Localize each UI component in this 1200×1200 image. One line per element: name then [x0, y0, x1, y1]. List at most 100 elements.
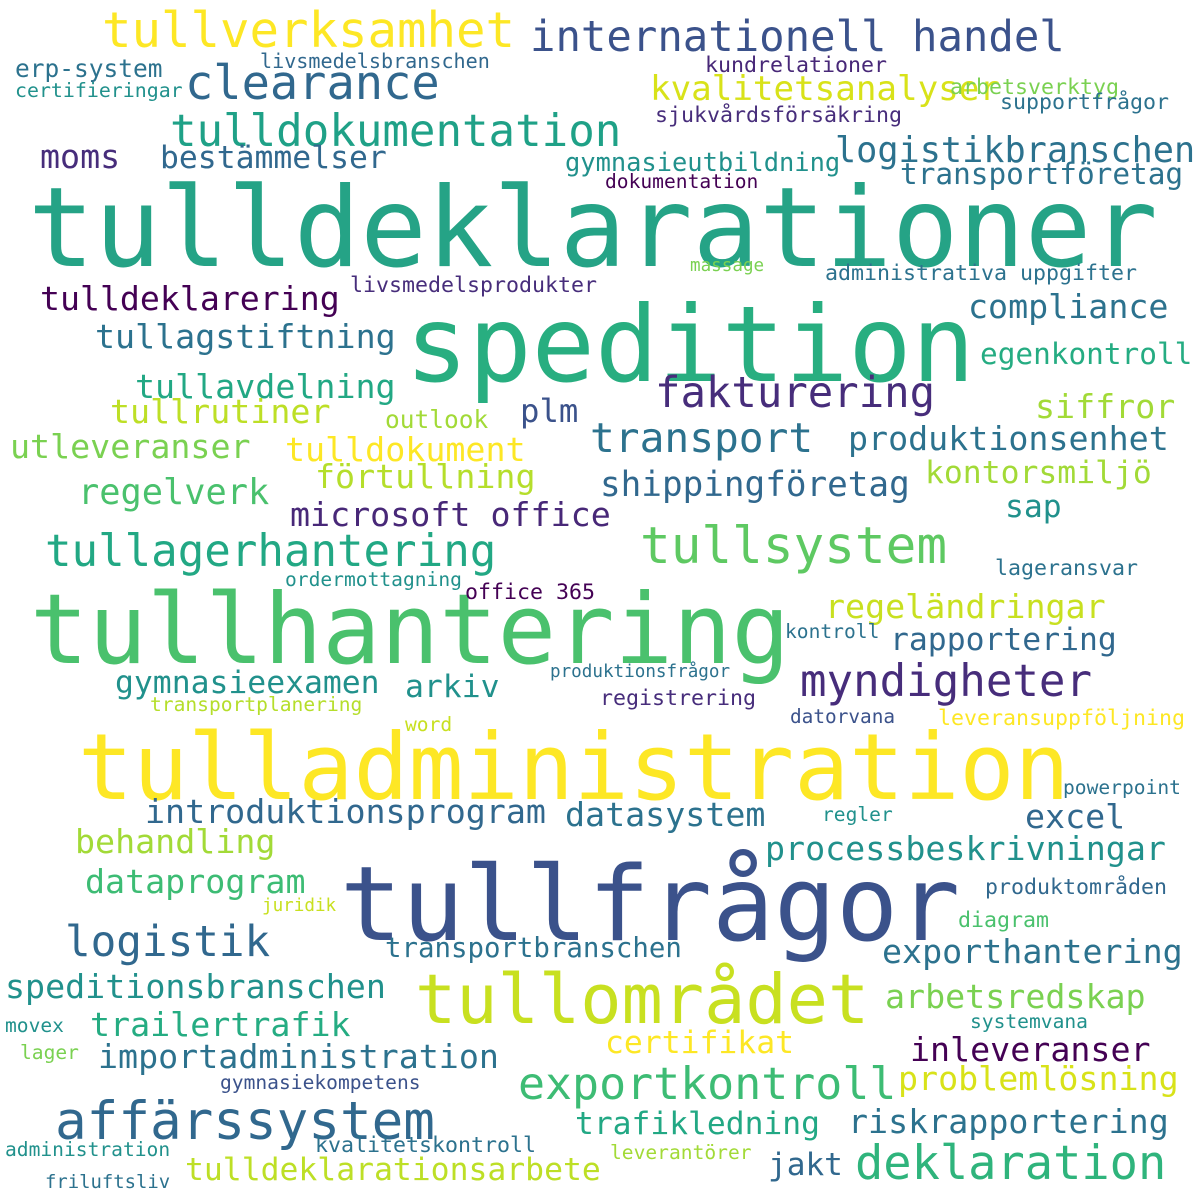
word-fortullning: förtullning: [315, 457, 536, 497]
word-powerpoint: powerpoint: [1063, 776, 1181, 800]
word-lager: lager: [20, 1041, 79, 1065]
word-importadministration: importadministration: [98, 1037, 499, 1077]
word-registrering: registrering: [600, 686, 757, 712]
word-tullrutiner: tullrutiner: [110, 392, 331, 432]
word-certifikat: certifikat: [605, 1025, 794, 1062]
word-problemlosning: problemlösning: [898, 1059, 1179, 1099]
word-kvalitetsanalyser: kvalitetsanalyser: [650, 68, 1000, 109]
word-gymnasiekompetens: gymnasiekompetens: [220, 1071, 421, 1095]
word-ordermottagning: ordermottagning: [285, 568, 462, 592]
word-logistik: logistik: [65, 917, 271, 968]
word-inleveranser: inleveranser: [910, 1030, 1151, 1070]
word-myndigheter: myndigheter: [800, 656, 1093, 708]
word-produktomraden: produktområden: [985, 875, 1168, 901]
word-datasystem: datasystem: [565, 795, 766, 835]
word-tulldeklarationsarbete: tulldeklarationsarbete: [185, 1152, 601, 1189]
word-livsmedelsprodukter: livsmedelsprodukter: [350, 273, 598, 299]
word-deklaration: deklaration: [855, 1136, 1167, 1192]
word-introduktionsprogram: introduktionsprogram: [145, 792, 546, 832]
word-tullagstiftning: tullagstiftning: [95, 317, 396, 357]
word-tullfragor: tullfrågor: [340, 844, 961, 965]
word-fakturering: fakturering: [655, 367, 936, 417]
word-livsmedelsbranschen: livsmedelsbranschen: [260, 48, 490, 73]
word-speditionsbranschen: speditionsbranschen: [5, 967, 386, 1007]
word-trafikledning: trafikledning: [575, 1106, 820, 1143]
word-administration: administration: [5, 1138, 171, 1162]
word-friluftsliv: friluftsliv: [45, 1170, 171, 1193]
word-sjukvardsforsakring: sjukvårdsförsäkring: [655, 103, 903, 129]
word-tullagerhantering: tullagerhantering: [45, 526, 497, 578]
word-clearance: clearance: [185, 56, 440, 112]
word-arbetsverktyg: arbetsverktyg: [950, 75, 1120, 101]
word-affarssystem: affärssystem: [55, 1091, 435, 1153]
word-tulldeklarationer: tulldeklarationer: [28, 164, 1158, 293]
word-leverantorer: leverantörer: [610, 1141, 752, 1165]
word-microsoft-office: microsoft office: [290, 495, 611, 535]
word-erp-system: erp-system: [15, 54, 163, 84]
word-tullomradet: tullområdet: [415, 959, 870, 1040]
word-compliance: compliance: [968, 287, 1169, 327]
word-administrativa-uppgifter: administrativa uppgifter: [825, 261, 1138, 287]
word-sap: sap: [1005, 489, 1062, 526]
word-processbeskrivningar: processbeskrivningar: [765, 829, 1166, 869]
word-lageransvar: lageransvar: [995, 556, 1139, 582]
word-outlook: outlook: [385, 405, 489, 435]
word-rapportering: rapportering: [890, 622, 1117, 659]
word-certifieringar: certifieringar: [15, 79, 183, 103]
word-tulldokument: tulldokument: [285, 430, 526, 470]
word-tullverksamhet: tullverksamhet: [102, 1, 516, 59]
word-produktionsenhet: produktionsenhet: [848, 419, 1169, 459]
word-excel: excel: [1025, 797, 1126, 837]
word-bestammelser: bestämmelser: [160, 140, 387, 177]
word-plm: plm: [520, 392, 579, 431]
word-produktionsfragor: produktionsfrågor: [550, 662, 731, 683]
word-kundrelationer: kundrelationer: [705, 53, 888, 79]
word-kvalitetskontroll: kvalitetskontroll: [315, 1133, 537, 1159]
word-gymnasieutbildning: gymnasieutbildning: [565, 147, 841, 178]
word-kontorsmiljo: kontorsmiljö: [925, 455, 1152, 492]
word-dokumentation: dokumentation: [605, 170, 759, 194]
word-regelandringar: regeländringar: [825, 587, 1106, 627]
word-datorvana: datorvana: [790, 705, 896, 729]
word-behandling: behandling: [75, 822, 276, 862]
word-transport: transport: [590, 414, 814, 463]
word-word: word: [405, 713, 453, 737]
word-tulldokumentation: tulldokumentation: [170, 106, 622, 158]
word-juridik: juridik: [262, 896, 337, 917]
word-systemvana: systemvana: [970, 1010, 1088, 1034]
word-massage: massage: [690, 256, 765, 277]
word-transportforetag: transportföretag: [900, 157, 1184, 192]
word-arkiv: arkiv: [405, 669, 500, 706]
word-tullhantering: tullhantering: [30, 573, 790, 687]
word-supportfragor: supportfrågor: [1000, 90, 1170, 116]
word-tullavdelning: tullavdelning: [135, 367, 396, 407]
word-transportplanering: transportplanering: [150, 693, 363, 717]
word-dataprogram: dataprogram: [85, 862, 306, 902]
word-leveransuppfoljning: leveransuppföljning: [938, 706, 1186, 732]
word-movex: movex: [5, 1014, 64, 1038]
word-exportkontroll: exportkontroll: [518, 1056, 897, 1110]
word-spedition: spedition: [405, 283, 975, 407]
word-tullsystem: tullsystem: [640, 516, 948, 576]
word-jakt: jakt: [768, 1147, 843, 1184]
word-diagram: diagram: [958, 908, 1050, 934]
word-tulladministration: tulladministration: [78, 714, 1070, 822]
word-utleveranser: utleveranser: [10, 427, 251, 467]
word-logistikbranschen: logistikbranschen: [835, 130, 1196, 172]
word-moms: moms: [40, 137, 121, 177]
word-kontroll: kontroll: [785, 620, 880, 644]
word-egenkontroll: egenkontroll: [980, 337, 1193, 372]
word-regelverk: regelverk: [78, 472, 270, 514]
word-transportbranschen: transportbranschen: [385, 933, 682, 965]
word-shippingforetag: shippingföretag: [600, 465, 910, 506]
word-office-365: office 365: [465, 580, 596, 606]
word-regler: regler: [822, 803, 893, 827]
word-siffror: siffror: [1035, 387, 1176, 427]
word-gymnasieexamen: gymnasieexamen: [115, 665, 380, 702]
word-arbetsredskap: arbetsredskap: [885, 977, 1146, 1017]
word-trailertrafik: trailertrafik: [90, 1005, 351, 1045]
word-exporthantering: exporthantering: [882, 932, 1183, 972]
word-internationell-handel: internationell handel: [530, 12, 1065, 62]
word-riskrapportering: riskrapportering: [848, 1102, 1169, 1142]
